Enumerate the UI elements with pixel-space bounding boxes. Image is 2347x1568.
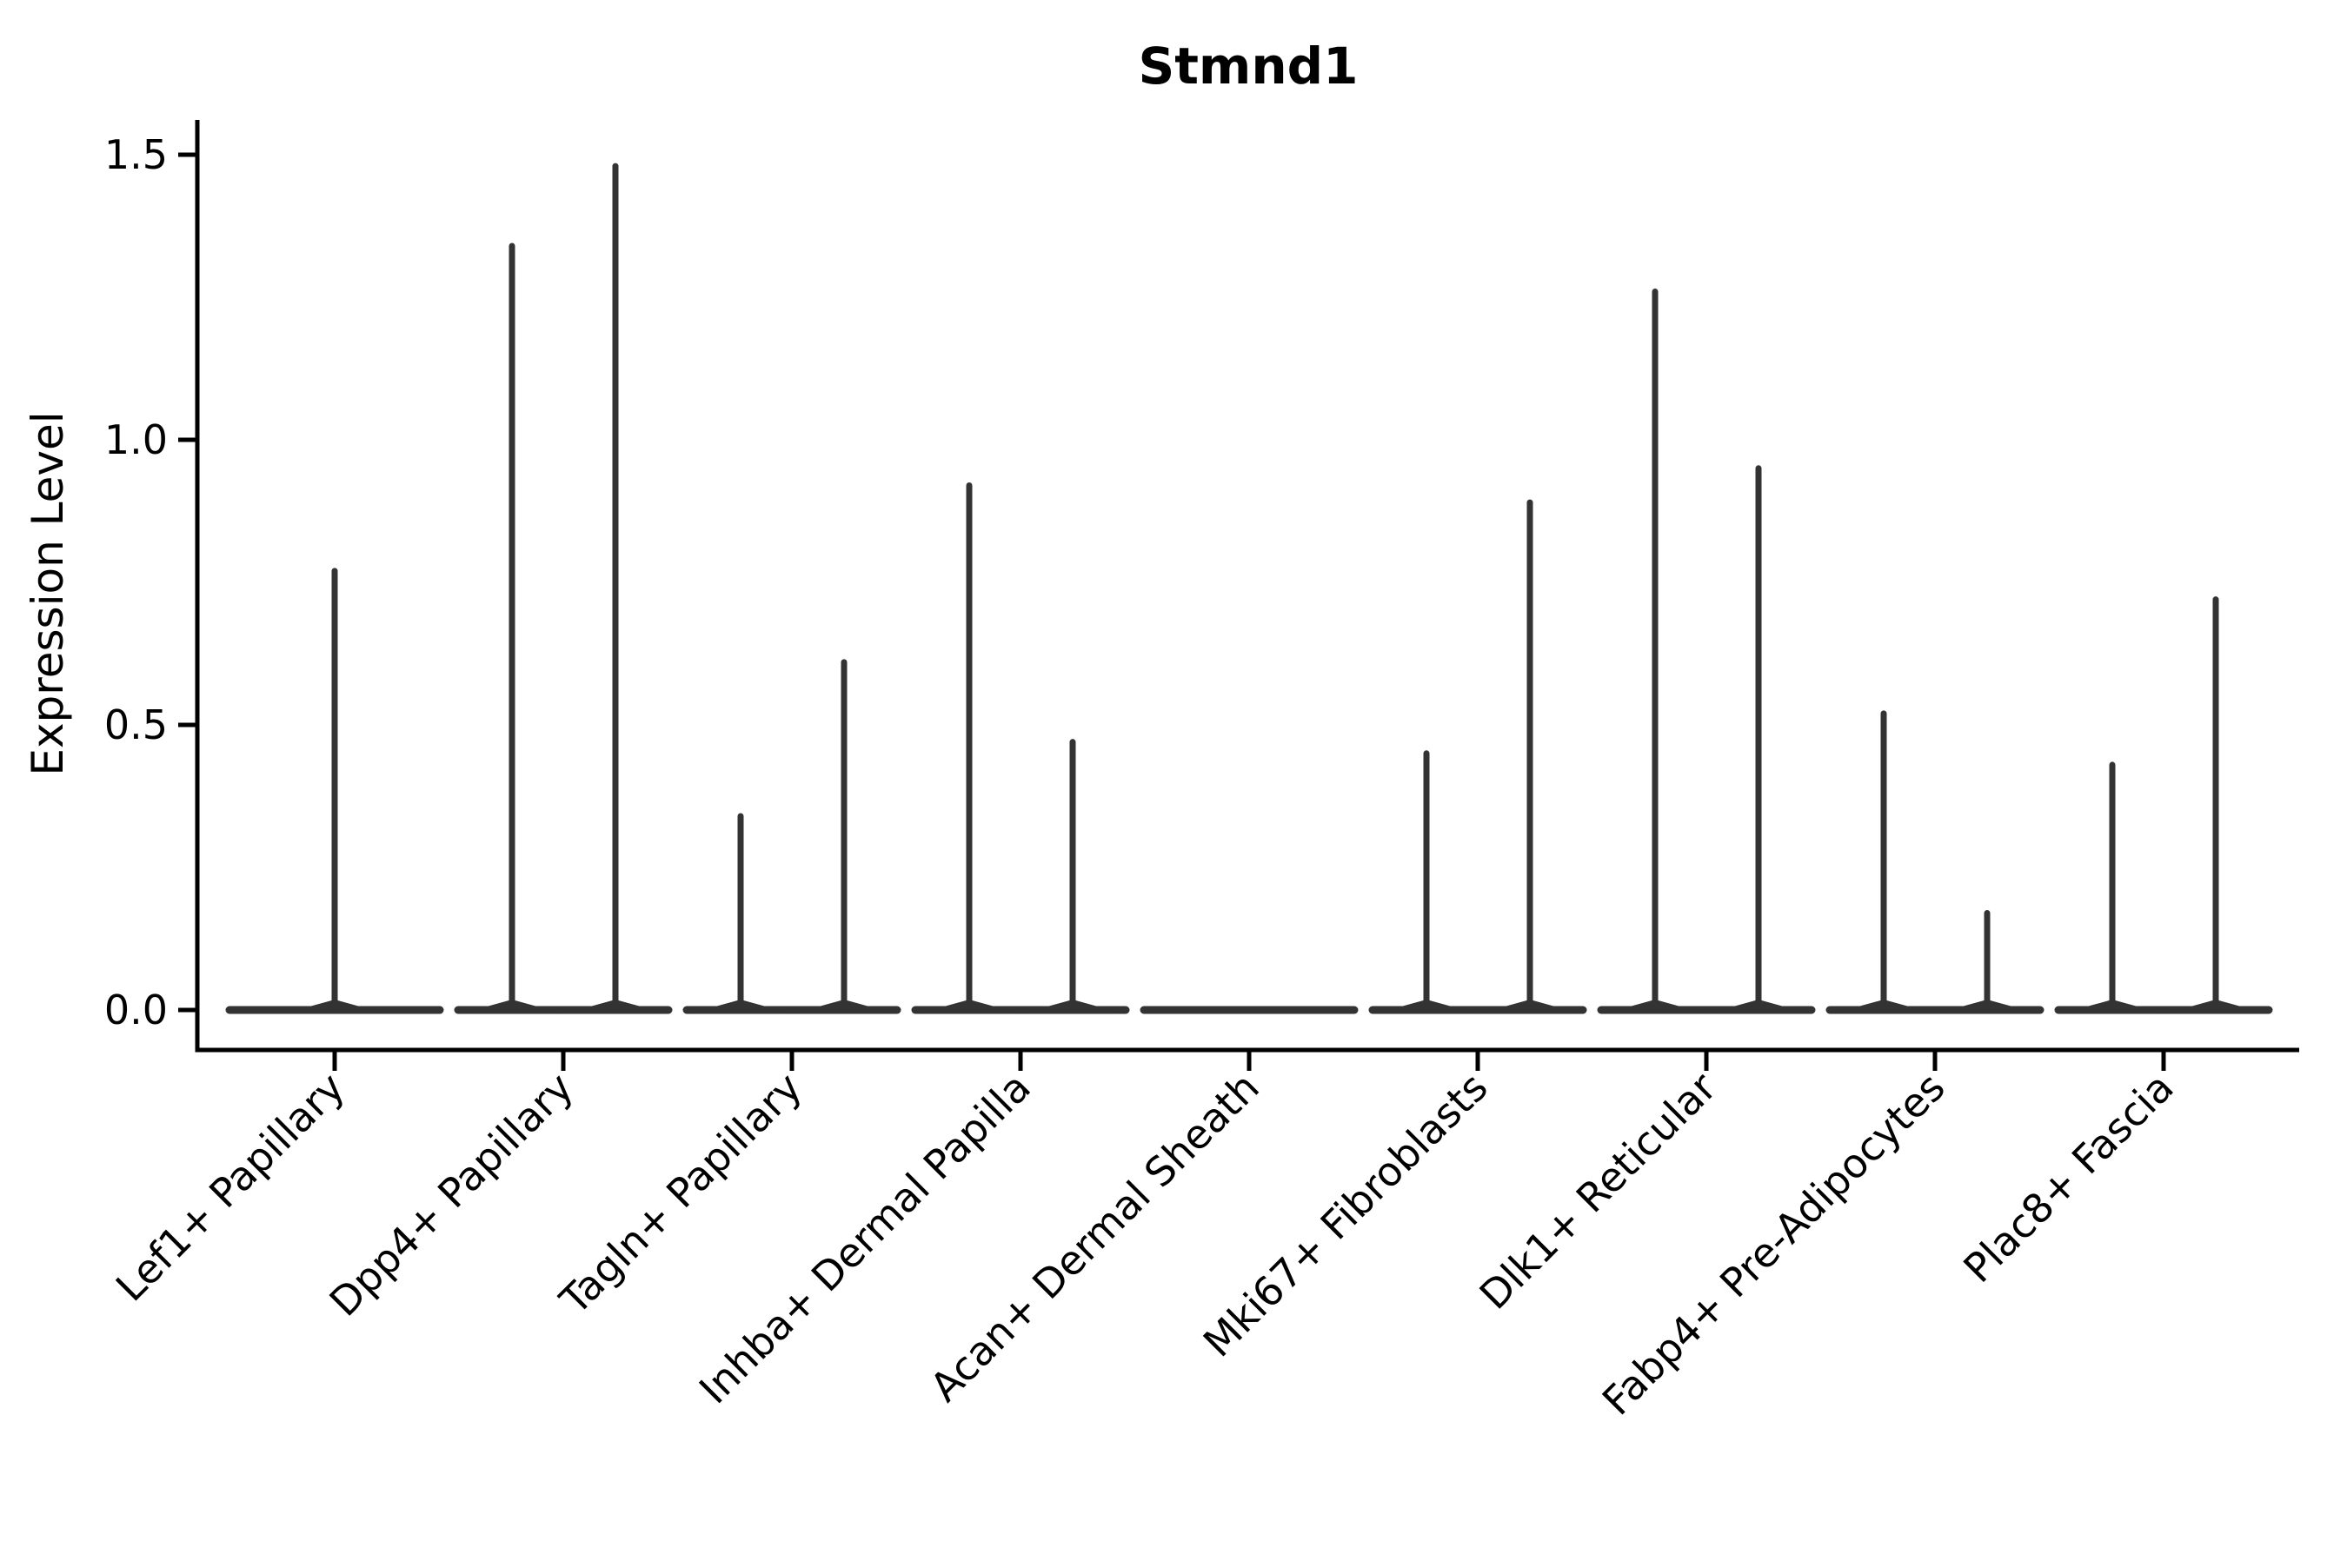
violin-category (682, 659, 901, 1014)
x-tick-label: Dpp4+ Papillary (321, 1064, 582, 1325)
violin-category (1825, 710, 2044, 1014)
violin-category (911, 482, 1130, 1014)
chart-title: Stmnd1 (1138, 37, 1358, 96)
x-tick-label: Plac8+ Fascia (1954, 1064, 2182, 1292)
y-tick-label: 1.5 (104, 131, 168, 178)
x-tick-label: Lef1+ Papillary (107, 1064, 354, 1311)
violin-category (225, 568, 444, 1014)
violin-category (1597, 288, 1816, 1014)
violin-category (1368, 499, 1587, 1014)
x-tick-label: Tagln+ Papillary (550, 1064, 811, 1325)
violin-category (454, 163, 673, 1014)
violins-group (225, 163, 2273, 1014)
violin-category (2054, 596, 2273, 1014)
x-tick-label: Dlk1+ Reticular (1471, 1064, 1725, 1319)
y-tick-label: 1.0 (104, 416, 168, 463)
y-axis-label: Expression Level (23, 411, 73, 775)
y-tick-label: 0.5 (104, 701, 168, 748)
y-tick-label: 0.0 (104, 987, 168, 1033)
